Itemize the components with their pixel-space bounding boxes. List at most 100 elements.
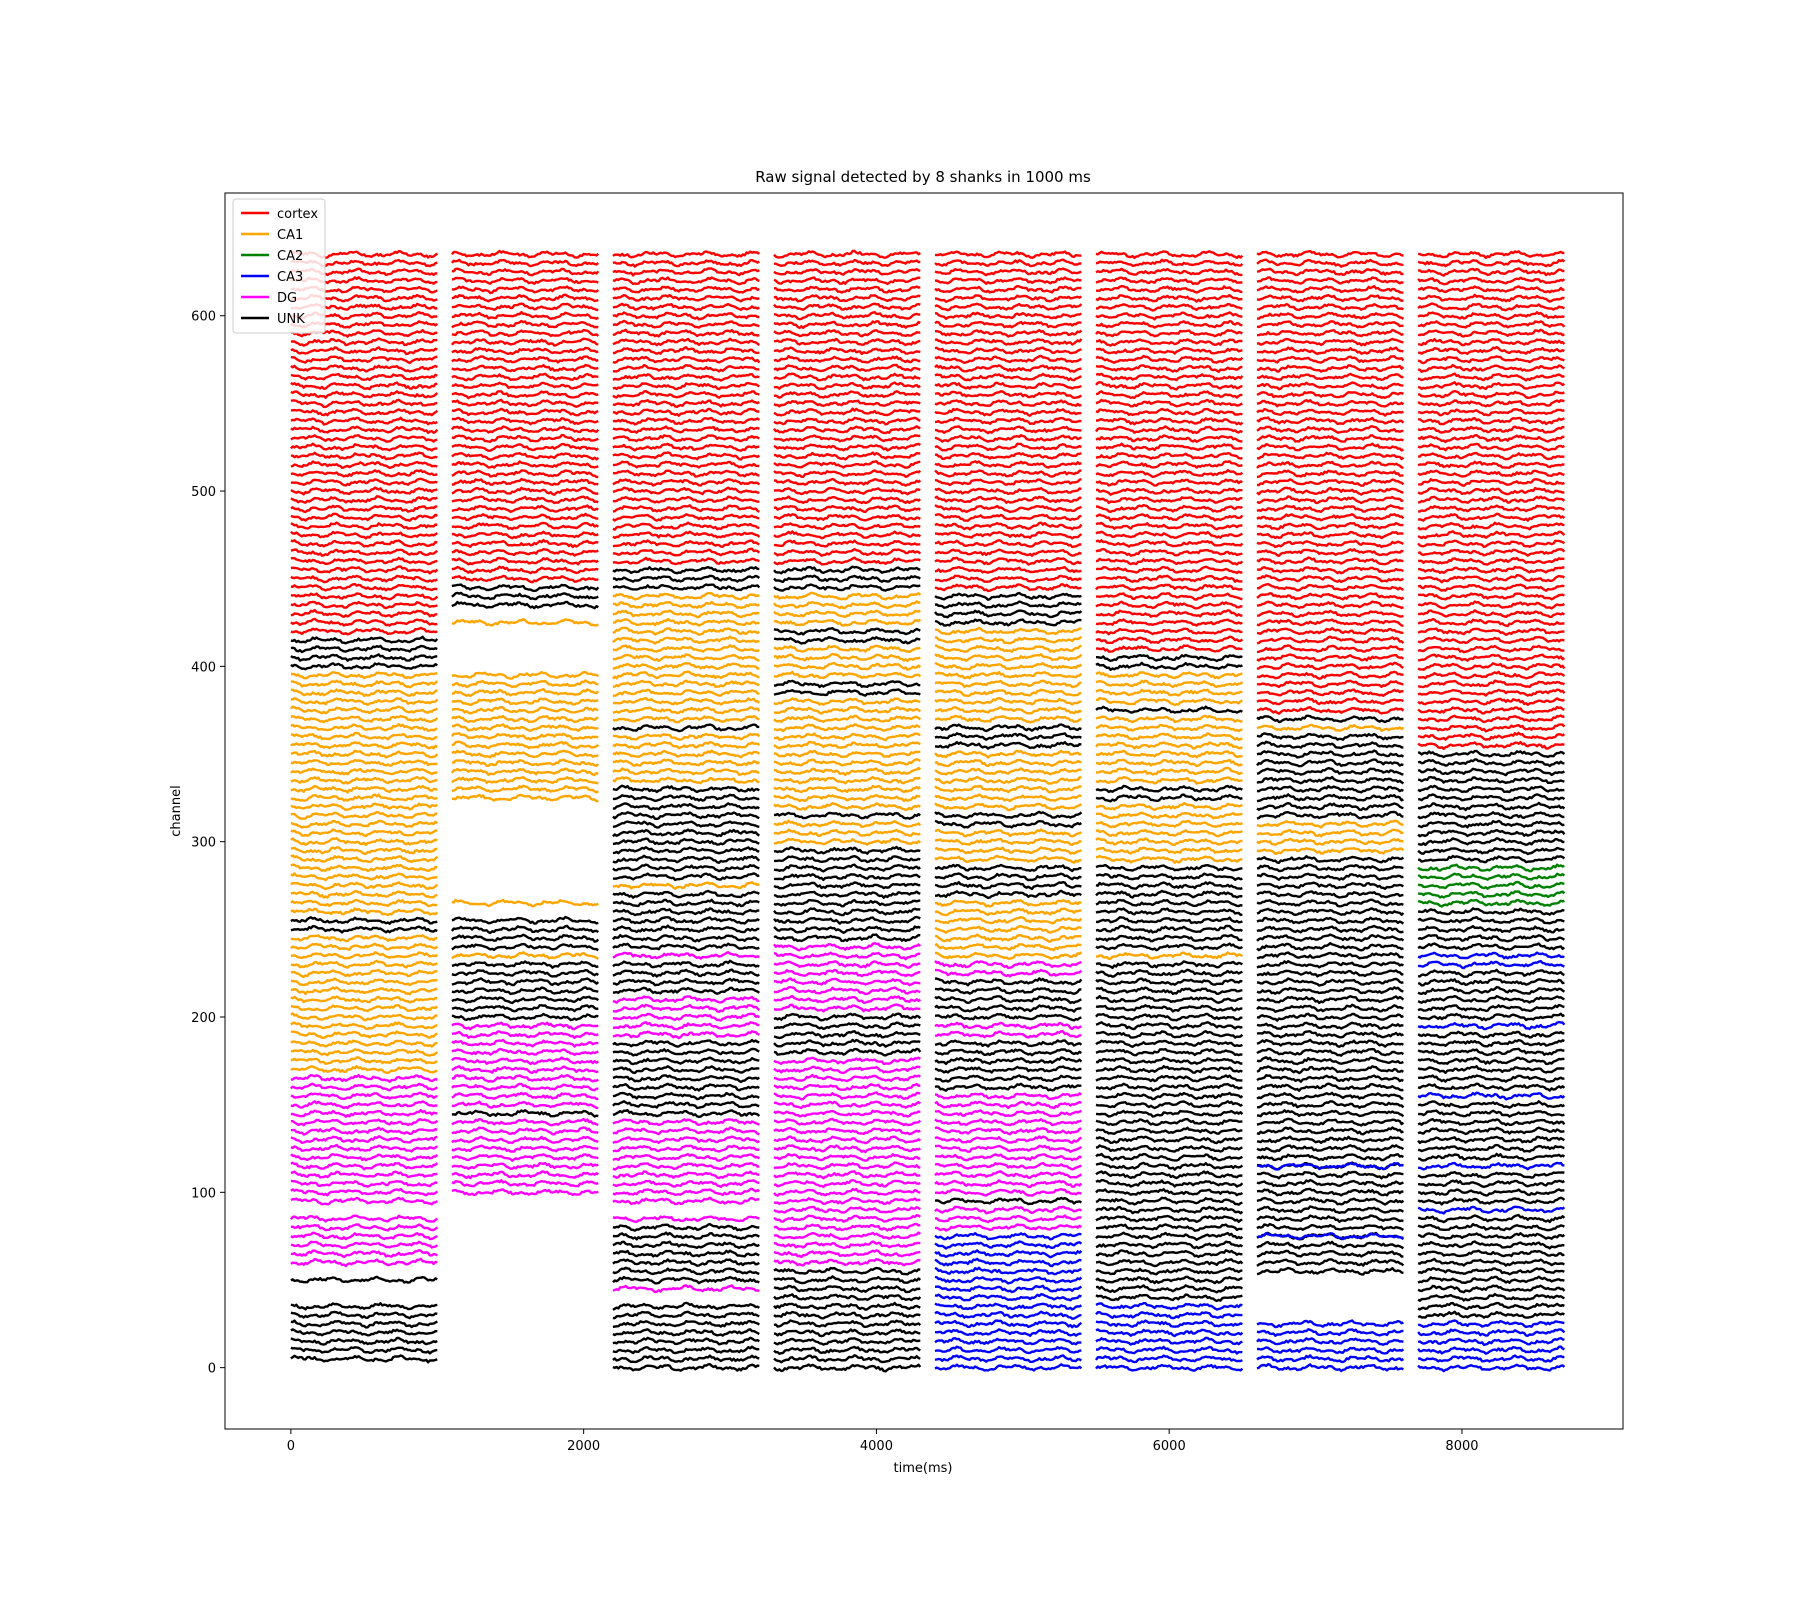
trace-DG-shank1-ch65 bbox=[290, 1248, 438, 1259]
trace-UNK-shank4-ch40 bbox=[773, 1293, 922, 1302]
trace-cortex-shank1-ch515 bbox=[290, 460, 438, 470]
trace-cortex-shank1-ch500 bbox=[290, 486, 438, 496]
trace-UNK-shank4-ch45 bbox=[773, 1284, 921, 1294]
trace-UNK-shank8-ch210 bbox=[1417, 995, 1565, 1004]
trace-UNK-shank7-ch280 bbox=[1256, 872, 1404, 881]
trace-UNK-shank2-ch255 bbox=[451, 915, 599, 925]
trace-cortex-shank3-ch595 bbox=[612, 319, 760, 329]
trace-cortex-shank3-ch490 bbox=[612, 504, 760, 513]
trace-UNK-shank6-ch95 bbox=[1095, 1196, 1243, 1206]
trace-UNK-shank7-ch160 bbox=[1257, 1082, 1404, 1092]
trace-UNK-shank8-ch105 bbox=[1417, 1179, 1565, 1189]
trace-UNK-shank4-ch200 bbox=[773, 1012, 922, 1022]
trace-UNK-shank7-ch70 bbox=[1256, 1240, 1405, 1250]
trace-UNK-shank8-ch80 bbox=[1417, 1223, 1565, 1232]
trace-UNK-shank6-ch130 bbox=[1095, 1135, 1243, 1145]
trace-cortex-shank7-ch405 bbox=[1256, 653, 1405, 662]
trace-cortex-shank7-ch395 bbox=[1256, 670, 1404, 680]
trace-UNK-shank4-ch20 bbox=[773, 1328, 921, 1338]
trace-cortex-shank8-ch610 bbox=[1417, 293, 1565, 303]
trace-CA1-shank5-ch335 bbox=[934, 775, 1082, 785]
trace-cortex-shank3-ch635 bbox=[612, 250, 761, 259]
trace-CA1-shank5-ch405 bbox=[934, 653, 1083, 662]
trace-cortex-shank4-ch530 bbox=[773, 434, 921, 443]
trace-CA1-shank1-ch370 bbox=[290, 714, 439, 724]
trace-cortex-shank4-ch475 bbox=[773, 530, 922, 540]
trace-DG-shank1-ch140 bbox=[290, 1118, 439, 1127]
trace-UNK-shank3-ch220 bbox=[612, 977, 760, 987]
trace-DG-shank3-ch205 bbox=[612, 1003, 761, 1014]
trace-UNK-shank6-ch85 bbox=[1095, 1214, 1243, 1224]
trace-CA1-shank6-ch390 bbox=[1095, 679, 1244, 689]
trace-cortex-shank6-ch605 bbox=[1096, 302, 1243, 312]
trace-DG-shank4-ch225 bbox=[773, 968, 921, 978]
trace-cortex-shank7-ch615 bbox=[1256, 285, 1404, 294]
chart-title: Raw signal detected by 8 shanks in 1000 … bbox=[755, 168, 1091, 186]
trace-cortex-shank7-ch435 bbox=[1256, 600, 1404, 610]
trace-cortex-shank5-ch530 bbox=[934, 434, 1083, 443]
trace-UNK-shank8-ch220 bbox=[1417, 977, 1565, 987]
trace-UNK-shank6-ch110 bbox=[1095, 1170, 1243, 1180]
trace-cortex-shank5-ch505 bbox=[934, 477, 1082, 487]
trace-CA1-shank5-ch350 bbox=[934, 749, 1082, 759]
trace-cortex-shank1-ch565 bbox=[290, 372, 438, 382]
trace-CA1-shank5-ch370 bbox=[934, 714, 1082, 724]
trace-CA1-shank6-ch305 bbox=[1095, 828, 1243, 838]
x-axis: 0 2000 4000 6000 8000 bbox=[287, 1429, 1479, 1454]
trace-cortex-shank6-ch570 bbox=[1095, 364, 1243, 373]
trace-UNK-shank4-ch420 bbox=[773, 627, 921, 636]
trace-cortex-shank8-ch385 bbox=[1417, 688, 1566, 697]
trace-cortex-shank4-ch575 bbox=[773, 354, 921, 364]
trace-cortex-shank7-ch385 bbox=[1256, 688, 1404, 697]
trace-UNK-shank7-ch350 bbox=[1256, 749, 1405, 759]
trace-UNK-shank4-ch35 bbox=[773, 1301, 921, 1311]
trace-cortex-shank4-ch610 bbox=[773, 294, 921, 303]
trace-cortex-shank4-ch620 bbox=[773, 276, 921, 286]
trace-cortex-shank4-ch565 bbox=[773, 372, 921, 382]
trace-cortex-shank2-ch615 bbox=[451, 285, 600, 295]
trace-DG-shank3-ch190 bbox=[612, 1030, 760, 1040]
trace-cortex-shank4-ch560 bbox=[773, 381, 921, 391]
trace-UNK-shank8-ch185 bbox=[1417, 1039, 1565, 1048]
trace-UNK-shank6-ch55 bbox=[1095, 1267, 1243, 1276]
trace-UNK-shank8-ch290 bbox=[1417, 854, 1566, 864]
trace-cortex-shank5-ch595 bbox=[934, 320, 1082, 329]
trace-cortex-shank2-ch515 bbox=[451, 460, 599, 469]
trace-cortex-shank2-ch485 bbox=[451, 512, 599, 522]
trace-cortex-shank4-ch480 bbox=[773, 522, 921, 531]
x-tick-label-6000: 6000 bbox=[1153, 1439, 1186, 1454]
trace-UNK-shank6-ch140 bbox=[1095, 1117, 1243, 1127]
trace-cortex-shank7-ch510 bbox=[1256, 469, 1404, 479]
trace-DG-shank1-ch115 bbox=[290, 1161, 439, 1171]
trace-CA3-shank8-ch230 bbox=[1417, 959, 1565, 970]
trace-cortex-shank2-ch630 bbox=[450, 258, 600, 268]
trace-cortex-shank6-ch625 bbox=[1095, 267, 1243, 277]
trace-UNK-shank8-ch110 bbox=[1417, 1170, 1565, 1179]
trace-DG-shank3-ch95 bbox=[612, 1196, 760, 1206]
trace-CA1-shank4-ch325 bbox=[773, 794, 921, 803]
trace-cortex-shank7-ch540 bbox=[1256, 416, 1405, 426]
trace-UNK-shank7-ch205 bbox=[1256, 1003, 1404, 1013]
trace-DG-shank1-ch135 bbox=[290, 1126, 438, 1136]
trace-CA1-shank5-ch305 bbox=[934, 828, 1082, 838]
trace-cortex-shank2-ch580 bbox=[451, 346, 599, 356]
trace-UNK-shank2-ch220 bbox=[451, 977, 600, 987]
trace-DG-shank2-ch175 bbox=[451, 1056, 600, 1066]
trace-DG-shank2-ch150 bbox=[451, 1100, 599, 1110]
trace-cortex-shank1-ch520 bbox=[290, 451, 438, 461]
trace-DG-shank4-ch130 bbox=[773, 1135, 922, 1145]
trace-DG-shank4-ch170 bbox=[773, 1065, 921, 1075]
trace-cortex-shank7-ch580 bbox=[1256, 346, 1404, 356]
trace-CA1-shank5-ch290 bbox=[934, 854, 1082, 864]
trace-cortex-shank6-ch600 bbox=[1095, 311, 1243, 321]
trace-DG-shank4-ch240 bbox=[773, 942, 922, 952]
trace-cortex-shank3-ch470 bbox=[612, 539, 760, 548]
trace-CA3-shank7-ch15 bbox=[1256, 1337, 1404, 1346]
trace-UNK-shank6-ch220 bbox=[1095, 977, 1243, 986]
trace-CA1-shank3-ch435 bbox=[612, 600, 760, 609]
trace-DG-shank5-ch110 bbox=[934, 1170, 1083, 1179]
trace-cortex-shank6-ch450 bbox=[1095, 574, 1243, 583]
trace-CA1-shank4-ch355 bbox=[773, 740, 921, 750]
trace-cortex-shank6-ch430 bbox=[1095, 609, 1243, 618]
trace-cortex-shank7-ch525 bbox=[1256, 442, 1404, 452]
